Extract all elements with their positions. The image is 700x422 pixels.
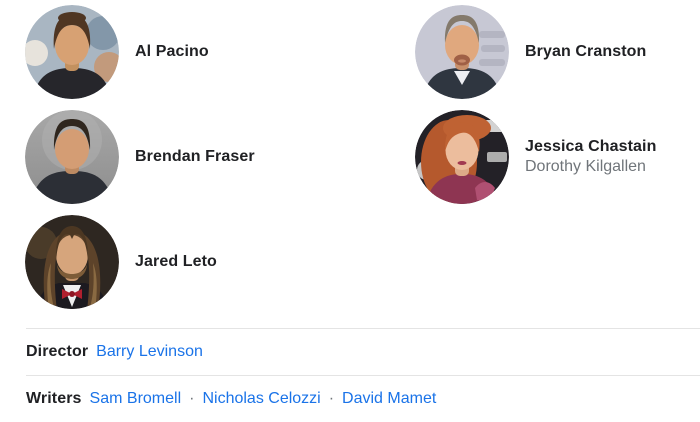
credits-section: Director Barry Levinson Writers Sam Brom… bbox=[26, 328, 700, 422]
cast-name: Jared Leto bbox=[135, 253, 217, 270]
dot-separator: · bbox=[189, 390, 195, 407]
cast-photo[interactable] bbox=[415, 110, 509, 204]
cast-member-jessica-chastain[interactable]: Jessica Chastain Dorothy Kilgallen bbox=[415, 110, 700, 204]
divider bbox=[26, 328, 700, 329]
writer-link[interactable]: Sam Bromell bbox=[89, 390, 182, 407]
director-label: Director bbox=[26, 343, 89, 360]
writer-link[interactable]: Nicholas Celozzi bbox=[202, 390, 321, 407]
cast-photo[interactable] bbox=[25, 110, 119, 204]
dot-separator: · bbox=[328, 390, 335, 407]
cast-text: Brendan Fraser bbox=[135, 147, 255, 167]
cast-member-jared-leto[interactable]: Jared Leto bbox=[25, 215, 415, 309]
cast-role: Dorothy Kilgallen bbox=[525, 158, 646, 175]
divider bbox=[26, 375, 700, 376]
cast-member-brendan-fraser[interactable]: Brendan Fraser bbox=[25, 110, 415, 204]
cast-photo[interactable] bbox=[415, 5, 509, 99]
cast-member-al-pacino[interactable]: Al Pacino bbox=[25, 5, 415, 99]
cast-text: Jessica Chastain Dorothy Kilgallen bbox=[525, 137, 656, 177]
cast-name: Al Pacino bbox=[135, 43, 209, 60]
cast-name: Jessica Chastain bbox=[525, 138, 657, 155]
cast-photo[interactable] bbox=[25, 5, 119, 99]
writers-row: Writers Sam Bromell · Nicholas Celozzi ·… bbox=[26, 376, 700, 422]
cast-text: Al Pacino bbox=[135, 42, 209, 62]
writer-link[interactable]: David Mamet bbox=[342, 390, 437, 407]
cast-name: Bryan Cranston bbox=[525, 43, 647, 60]
cast-text: Jared Leto bbox=[135, 252, 217, 272]
cast-member-bryan-cranston[interactable]: Bryan Cranston bbox=[415, 5, 700, 99]
director-link[interactable]: Barry Levinson bbox=[96, 343, 203, 360]
cast-text: Bryan Cranston bbox=[525, 42, 646, 62]
director-row: Director Barry Levinson bbox=[26, 329, 700, 375]
writers-label: Writers bbox=[26, 390, 82, 407]
cast-name: Brendan Fraser bbox=[135, 148, 255, 165]
cast-photo[interactable] bbox=[25, 215, 119, 309]
cast-list: Al Pacino bbox=[25, 5, 700, 309]
